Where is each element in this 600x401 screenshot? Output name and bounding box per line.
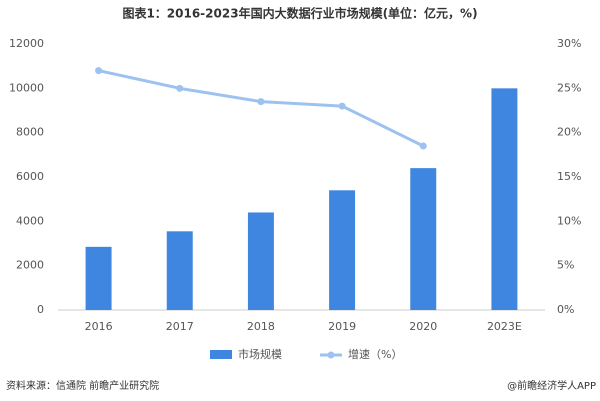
x-tick-label: 2017 (166, 320, 194, 333)
legend-swatch (327, 351, 335, 359)
y2-tick-label: 0% (557, 303, 574, 316)
y-tick-label: 6000 (16, 170, 44, 183)
y2-tick-label: 30% (557, 37, 581, 50)
y-tick-label: 0 (37, 303, 44, 316)
x-tick-label: 2020 (409, 320, 437, 333)
line-point (257, 98, 265, 106)
bar (247, 212, 274, 310)
bar (410, 168, 437, 310)
line-point (95, 67, 103, 75)
y2-tick-label: 15% (557, 170, 581, 183)
x-tick-label: 2016 (85, 320, 113, 333)
y-tick-label: 4000 (16, 214, 44, 227)
credit: @前瞻经济学人APP (507, 379, 596, 392)
y2-tick-label: 25% (557, 81, 581, 94)
line-point (338, 102, 346, 110)
y-tick-label: 12000 (9, 37, 44, 50)
y-tick-label: 2000 (16, 259, 44, 272)
bar (85, 246, 112, 310)
y-tick-label: 8000 (16, 126, 44, 139)
bar (329, 190, 356, 310)
chart-title: 图表1：2016-2023年国内大数据行业市场规模(单位：亿元，%) (122, 6, 477, 21)
bar (491, 88, 518, 310)
x-tick-label: 2018 (247, 320, 275, 333)
line-point (176, 84, 184, 92)
source-note: 资料来源：信通院 前瞻产业研究院 (6, 379, 159, 392)
legend-label: 市场规模 (238, 347, 282, 361)
line (98, 69, 424, 148)
line-point (419, 142, 427, 150)
legend-swatch (210, 350, 232, 359)
y2-tick-label: 5% (557, 259, 574, 272)
y2-tick-label: 10% (557, 214, 581, 227)
y2-tick-label: 20% (557, 126, 581, 139)
bar (166, 231, 193, 310)
y-tick-label: 10000 (9, 81, 44, 94)
x-tick-label: 2019 (328, 320, 356, 333)
x-tick-label: 2023E (487, 320, 522, 333)
legend-label: 增速（%） (348, 347, 402, 361)
